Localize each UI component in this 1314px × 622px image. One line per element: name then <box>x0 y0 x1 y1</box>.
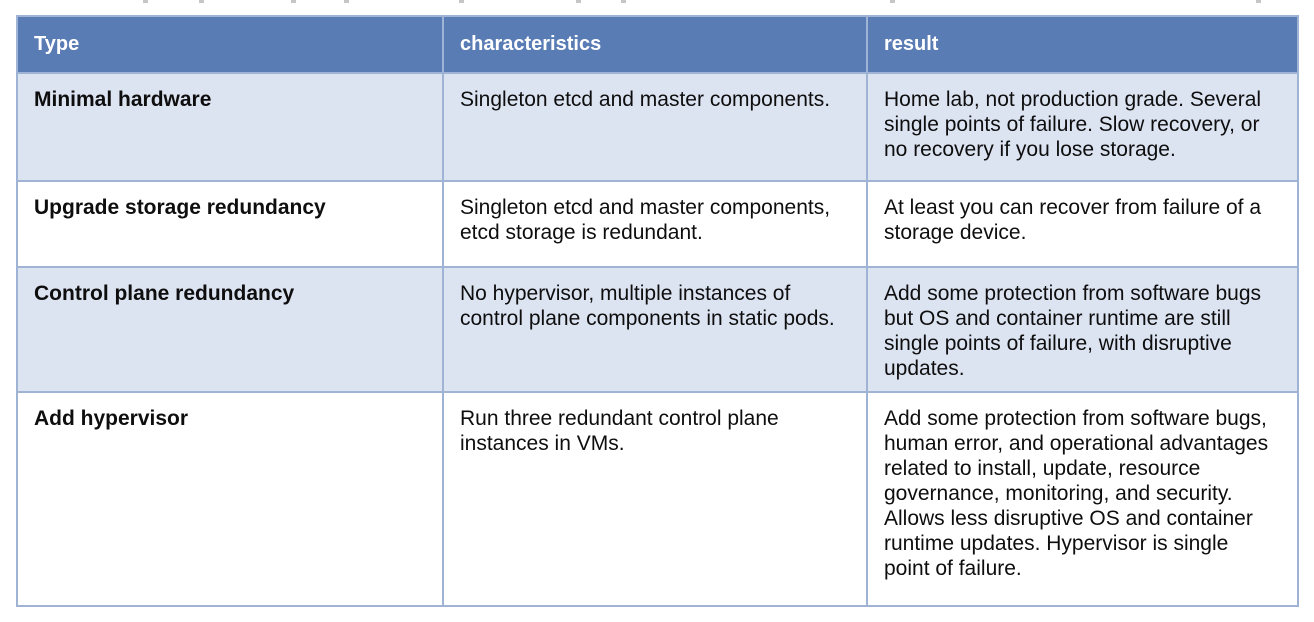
table-header-row: Type characteristics result <box>16 15 1299 74</box>
table-row-upgrade-storage-redundancy: Upgrade storage redundancy Singleton etc… <box>16 180 1299 268</box>
clipped-text-artifacts <box>0 0 1314 5</box>
cell-characteristics: Singleton etcd and master components, et… <box>442 180 868 268</box>
clipped-text-fragment <box>143 0 148 3</box>
cell-result: Add some protection from software bugs, … <box>866 391 1299 607</box>
clipped-text-fragment <box>576 0 581 3</box>
cell-characteristics: Run three redundant control plane instan… <box>442 391 868 607</box>
clipped-text-fragment <box>621 0 626 3</box>
cell-result: At least you can recover from failure of… <box>866 180 1299 268</box>
clipped-text-fragment <box>890 0 895 3</box>
cell-type: Control plane redundancy <box>16 266 444 393</box>
cell-characteristics: Singleton etcd and master components. <box>442 72 868 182</box>
comparison-table: Type characteristics result Minimal hard… <box>16 15 1299 607</box>
cell-type: Upgrade storage redundancy <box>16 180 444 268</box>
table-row-add-hypervisor: Add hypervisor Run three redundant contr… <box>16 391 1299 607</box>
cell-type: Add hypervisor <box>16 391 444 607</box>
clipped-text-fragment <box>459 0 464 3</box>
clipped-text-fragment <box>199 0 204 3</box>
table-row-control-plane-redundancy: Control plane redundancy No hypervisor, … <box>16 266 1299 393</box>
clipped-text-fragment <box>344 0 349 3</box>
clipped-text-fragment <box>1256 0 1261 3</box>
cell-result: Add some protection from software bugs b… <box>866 266 1299 393</box>
column-header-characteristics: characteristics <box>442 15 868 74</box>
column-header-result: result <box>866 15 1299 74</box>
table-row-minimal-hardware: Minimal hardware Singleton etcd and mast… <box>16 72 1299 182</box>
cell-result: Home lab, not production grade. Several … <box>866 72 1299 182</box>
cell-characteristics: No hypervisor, multiple instances of con… <box>442 266 868 393</box>
clipped-text-fragment <box>291 0 296 3</box>
column-header-type: Type <box>16 15 444 74</box>
cell-type: Minimal hardware <box>16 72 444 182</box>
